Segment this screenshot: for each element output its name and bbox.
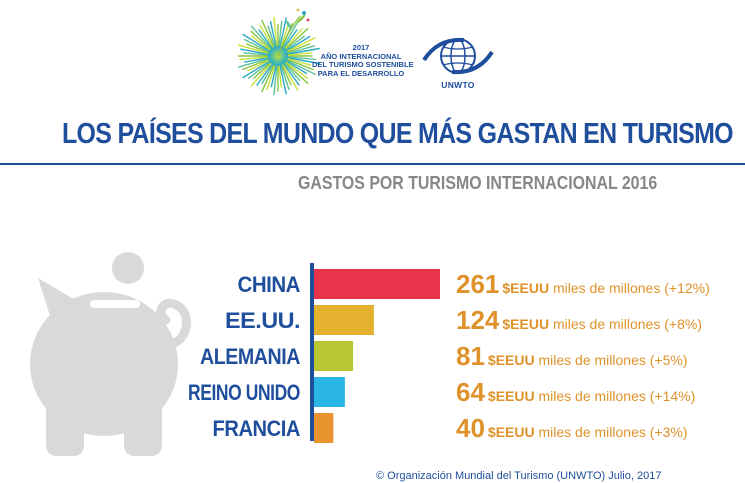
value-label: 40 $EEUU miles de millones (+3%) xyxy=(456,413,688,443)
unwto-label: UNWTO xyxy=(441,80,475,90)
iy-line-3: DEL TURISMO SOSTENIBLE xyxy=(312,60,414,69)
bar xyxy=(314,377,345,407)
iy-line-2: AÑO INTERNACIONAL xyxy=(320,51,402,61)
value-label: 81 $EEUU miles de millones (+5%) xyxy=(456,341,688,371)
header-logos: 2017 AÑO INTERNACIONAL DEL TURISMO SOSTE… xyxy=(0,0,745,110)
page-title: LOS PAÍSES DEL MUNDO QUE MÁS GASTAN EN T… xyxy=(62,118,734,150)
international-year-logo: 2017 AÑO INTERNACIONAL DEL TURISMO SOSTE… xyxy=(235,4,414,104)
value-label: 261 $EEUU miles de millones (+12%) xyxy=(456,269,710,299)
category-label: CHINA xyxy=(238,272,301,297)
category-label: REINO UNIDO xyxy=(188,380,300,405)
iy-line-4: PARA EL DESARROLLO xyxy=(317,68,405,78)
unwto-logo: UNWTO xyxy=(418,32,498,92)
globe-icon xyxy=(422,37,494,75)
bar xyxy=(314,413,334,443)
category-label: EE.UU. xyxy=(225,308,300,333)
bar xyxy=(314,305,374,335)
category-label: ALEMANIA xyxy=(200,344,301,369)
iy-line-1: 2017 xyxy=(352,43,370,52)
category-labels: CHINA EE.UU. ALEMANIA REINO UNIDO FRANCIA xyxy=(188,272,301,441)
international-year-text: 2017 AÑO INTERNACIONAL DEL TURISMO SOSTE… xyxy=(312,43,414,78)
bar xyxy=(314,341,354,371)
value-label: 64 $EEUU miles de millones (+14%) xyxy=(456,377,695,407)
value-label: 124 $EEUU miles de millones (+8%) xyxy=(456,305,702,335)
piggy-bank-icon xyxy=(30,252,191,456)
chart-subtitle: GASTOS POR TURISMO INTERNACIONAL 2016 xyxy=(298,172,658,193)
value-labels: 261 $EEUU miles de millones (+12%) 124 $EEU… xyxy=(456,269,710,443)
bars xyxy=(314,269,440,443)
title-divider xyxy=(0,163,745,165)
dandelion-icon xyxy=(235,8,320,96)
spending-bar-chart: CHINA EE.UU. ALEMANIA REINO UNIDO FRANCIA 26… xyxy=(188,263,710,443)
bar xyxy=(314,269,440,299)
copyright-footer: © Organización Mundial del Turismo (UNWT… xyxy=(376,470,662,482)
category-label: FRANCIA xyxy=(213,416,301,441)
